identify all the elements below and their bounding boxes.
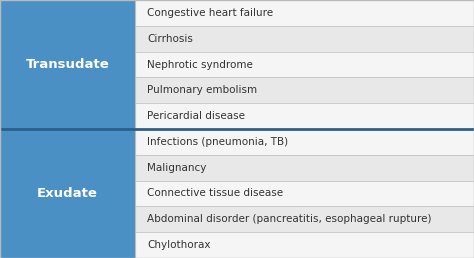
Text: Connective tissue disease: Connective tissue disease	[147, 189, 283, 198]
Bar	[135, 52, 474, 77]
Bar	[0, 129, 135, 258]
Text: Nephrotic syndrome: Nephrotic syndrome	[147, 60, 253, 69]
Bar	[135, 129, 474, 155]
Bar	[135, 26, 474, 52]
Text: Congestive heart failure: Congestive heart failure	[147, 8, 273, 18]
Text: Pericardial disease: Pericardial disease	[147, 111, 245, 121]
Text: Exudate: Exudate	[37, 187, 98, 200]
Bar	[0, 0, 135, 129]
Bar	[135, 103, 474, 129]
Bar	[135, 77, 474, 103]
Bar	[135, 181, 474, 206]
Bar	[135, 206, 474, 232]
Bar	[135, 232, 474, 258]
Text: Pulmonary embolism: Pulmonary embolism	[147, 85, 257, 95]
Bar	[135, 155, 474, 181]
Text: Transudate: Transudate	[26, 58, 109, 71]
Text: Cirrhosis: Cirrhosis	[147, 34, 193, 44]
Text: Infections (pneumonia, TB): Infections (pneumonia, TB)	[147, 137, 288, 147]
Text: Abdominal disorder (pancreatitis, esophageal rupture): Abdominal disorder (pancreatitis, esopha…	[147, 214, 431, 224]
Text: Chylothorax: Chylothorax	[147, 240, 210, 250]
Bar	[135, 0, 474, 26]
Text: Malignancy: Malignancy	[147, 163, 206, 173]
